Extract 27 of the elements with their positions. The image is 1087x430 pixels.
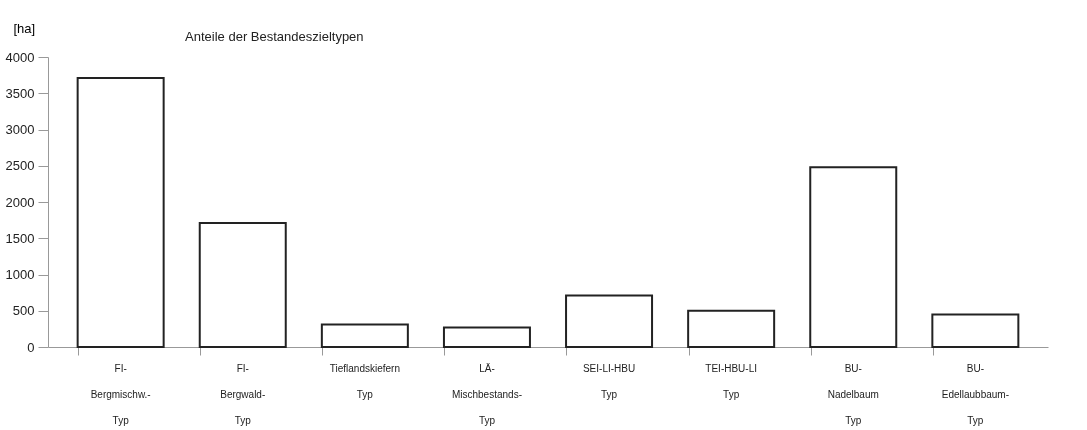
y-tick-label: 4000 <box>5 49 35 65</box>
bar <box>809 166 898 348</box>
bar <box>687 309 776 348</box>
y-tick-label: 3000 <box>5 122 35 137</box>
category-label: LÄ- Mischbestands- Typ <box>451 362 522 426</box>
bar <box>565 294 654 348</box>
category-label: Tieflandskiefern Typ <box>329 362 400 400</box>
bar <box>76 77 165 348</box>
bar <box>442 326 531 348</box>
y-tick-label: 2000 <box>5 194 35 210</box>
bar <box>198 222 287 348</box>
y-tick-label: 1000 <box>5 267 35 282</box>
y-tick-label: 500 <box>12 303 35 319</box>
category-label: FI- Bergmischw.- Typ <box>90 362 151 426</box>
category-label: BU- Nadelbaum Typ <box>827 362 879 426</box>
bar <box>931 313 1020 348</box>
y-tick-label: 2500 <box>5 158 35 174</box>
bar <box>320 323 409 348</box>
y-tick-label: 1500 <box>5 230 35 246</box>
category-label: BU- Edellaubbaum- Typ <box>941 362 1009 426</box>
chart-title: Anteile der Bestandeszieltypen <box>185 29 364 44</box>
y-axis-title: [ha] <box>13 20 36 36</box>
category-label: FI- Bergwald- Typ <box>220 362 266 426</box>
y-tick-label: 3500 <box>5 85 35 101</box>
category-label: SEI-LI-HBU Typ <box>582 362 636 400</box>
y-tick-label: 0 <box>27 339 35 355</box>
category-label: TEI-HBU-LI Typ <box>705 362 757 400</box>
